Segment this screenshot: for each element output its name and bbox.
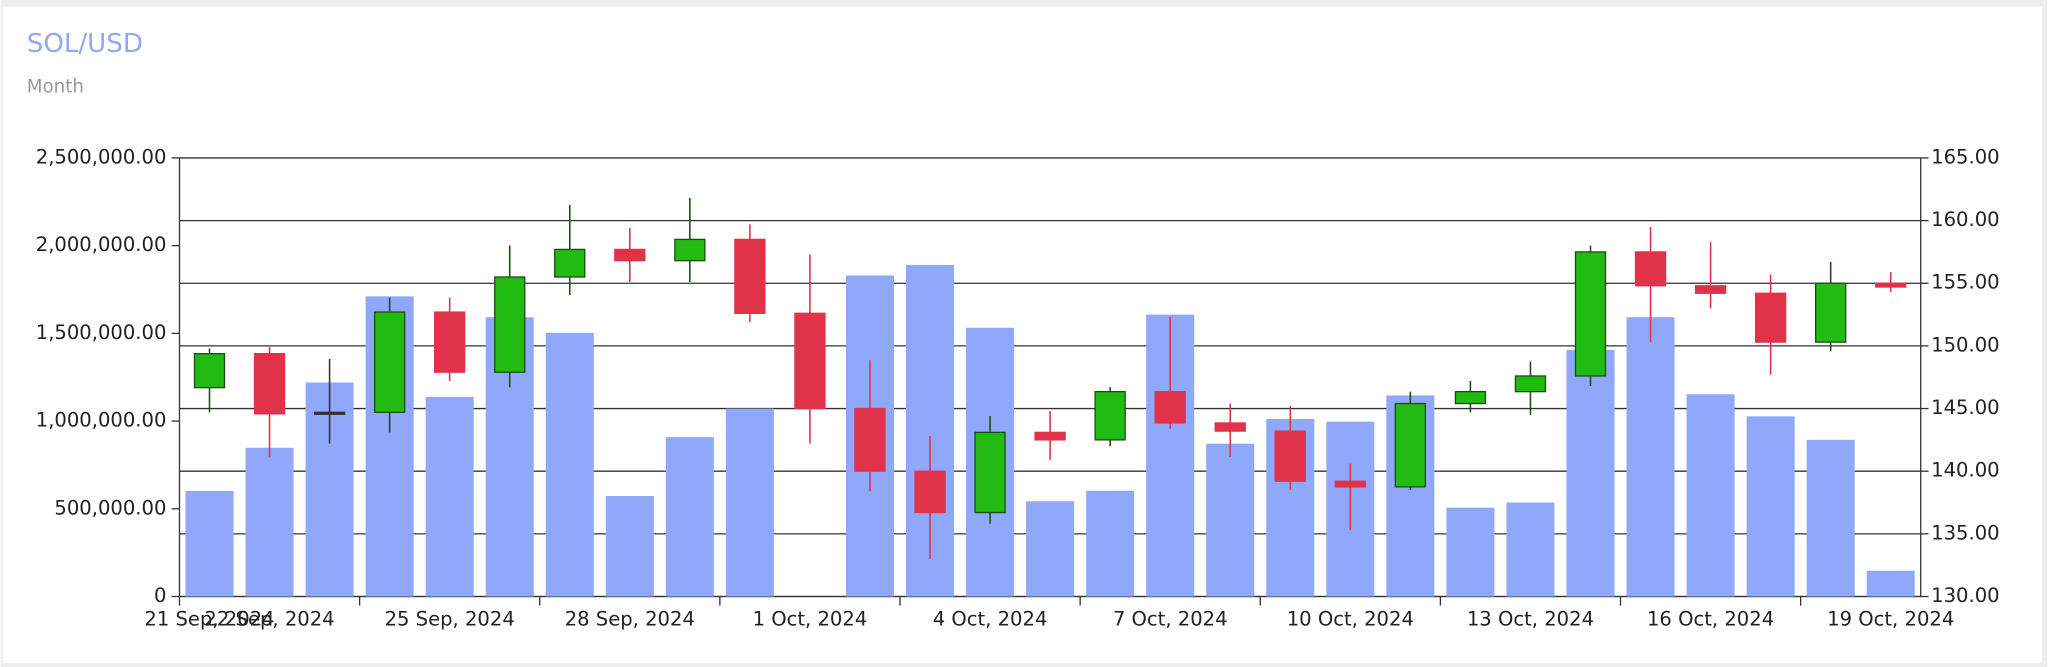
volume-bar [1806,439,1855,597]
candle-body [253,353,286,415]
y2-tick-label: 135.00 [1931,521,1999,544]
y-tick-label: 0 [154,584,166,607]
x-tick-label: 4 Oct, 2024 [933,608,1048,631]
y2-tick-label: 145.00 [1931,396,1999,419]
volume-bar [725,408,774,597]
volume-bar [245,447,294,597]
x-tick-label: 21 Sep, 2024 [144,608,274,631]
candle-body [1034,431,1066,441]
plot: 130.00 135.00 140.00 145.00 150.00 155.00 160.… [36,145,2000,630]
x-tick-label: 19 Oct, 2024 [1827,608,1954,631]
candle-body [1154,390,1186,424]
y-tick-label: 1,500,000.00 [36,321,167,344]
candle-body [794,312,826,410]
y2-tick-label: 160.00 [1931,208,1999,231]
volume-bar [1746,416,1795,597]
volume-bar [1506,502,1555,597]
volume-bar [1446,507,1495,597]
y2-tick-label: 165.00 [1931,145,1999,168]
y2-tick-label: 150.00 [1931,333,1999,356]
volume-bar [1866,570,1915,597]
y2-tick-label: 155.00 [1931,271,1999,294]
volume-bar [1026,501,1075,597]
x-tick-label: 7 Oct, 2024 [1113,608,1228,631]
candle-body [1094,390,1126,441]
candle-body [614,248,646,262]
volume-bar [1086,490,1135,597]
x-tick-label: 10 Oct, 2024 [1287,608,1414,631]
candle-body [373,311,406,413]
candle-body [1875,282,1907,288]
candle-body [1334,480,1366,488]
x-tick-label: 1 Oct, 2024 [753,608,868,631]
x-tick-label: 22 Sep, 2024 [204,608,334,631]
candle-body [674,238,706,262]
chart-title: SOL/USD [27,29,143,59]
y-tick-label: 1,000,000.00 [36,409,167,432]
volume-bar [545,332,594,597]
volume-bar [425,396,474,597]
candle-body [1514,375,1547,393]
candle-body [434,311,466,373]
volume-bar [605,495,654,597]
x-tick-label: 13 Oct, 2024 [1467,608,1594,631]
x-tick-label: 28 Sep, 2024 [565,608,695,631]
candle-body [854,407,886,472]
y-tick-label: 2,500,000.00 [36,145,167,168]
volume-bar [1686,394,1735,597]
x-tick-label: 16 Oct, 2024 [1647,608,1774,631]
candle-body [554,248,586,278]
candle-body [1454,390,1487,405]
candle-body [1394,402,1427,488]
candle-body [193,353,226,389]
candle-body [1574,251,1607,377]
volume-bar [1626,317,1675,597]
x-tick-label: 25 Sep, 2024 [385,608,515,631]
y2-tick-label: 130.00 [1931,584,1999,607]
candle-body [974,431,1006,514]
candle-body [1694,285,1727,294]
chart-subtitle: Month [27,76,84,97]
candle-body [914,470,946,514]
candle-body [1815,282,1847,343]
candle-body [1754,292,1787,343]
candle-body [494,276,526,373]
volume-bar [1206,443,1255,597]
candle-body [1214,422,1246,432]
candle-body [1274,430,1306,482]
y-tick-label: 2,000,000.00 [36,233,167,256]
candle-body [734,238,766,314]
y-tick-label: 500,000.00 [54,496,166,519]
y2-tick-label: 140.00 [1931,459,1999,482]
candle-body [313,411,346,415]
volume-bar [665,437,714,597]
volume-bar [1566,349,1615,597]
candle-body [1634,251,1667,287]
volume-bar [185,490,234,597]
